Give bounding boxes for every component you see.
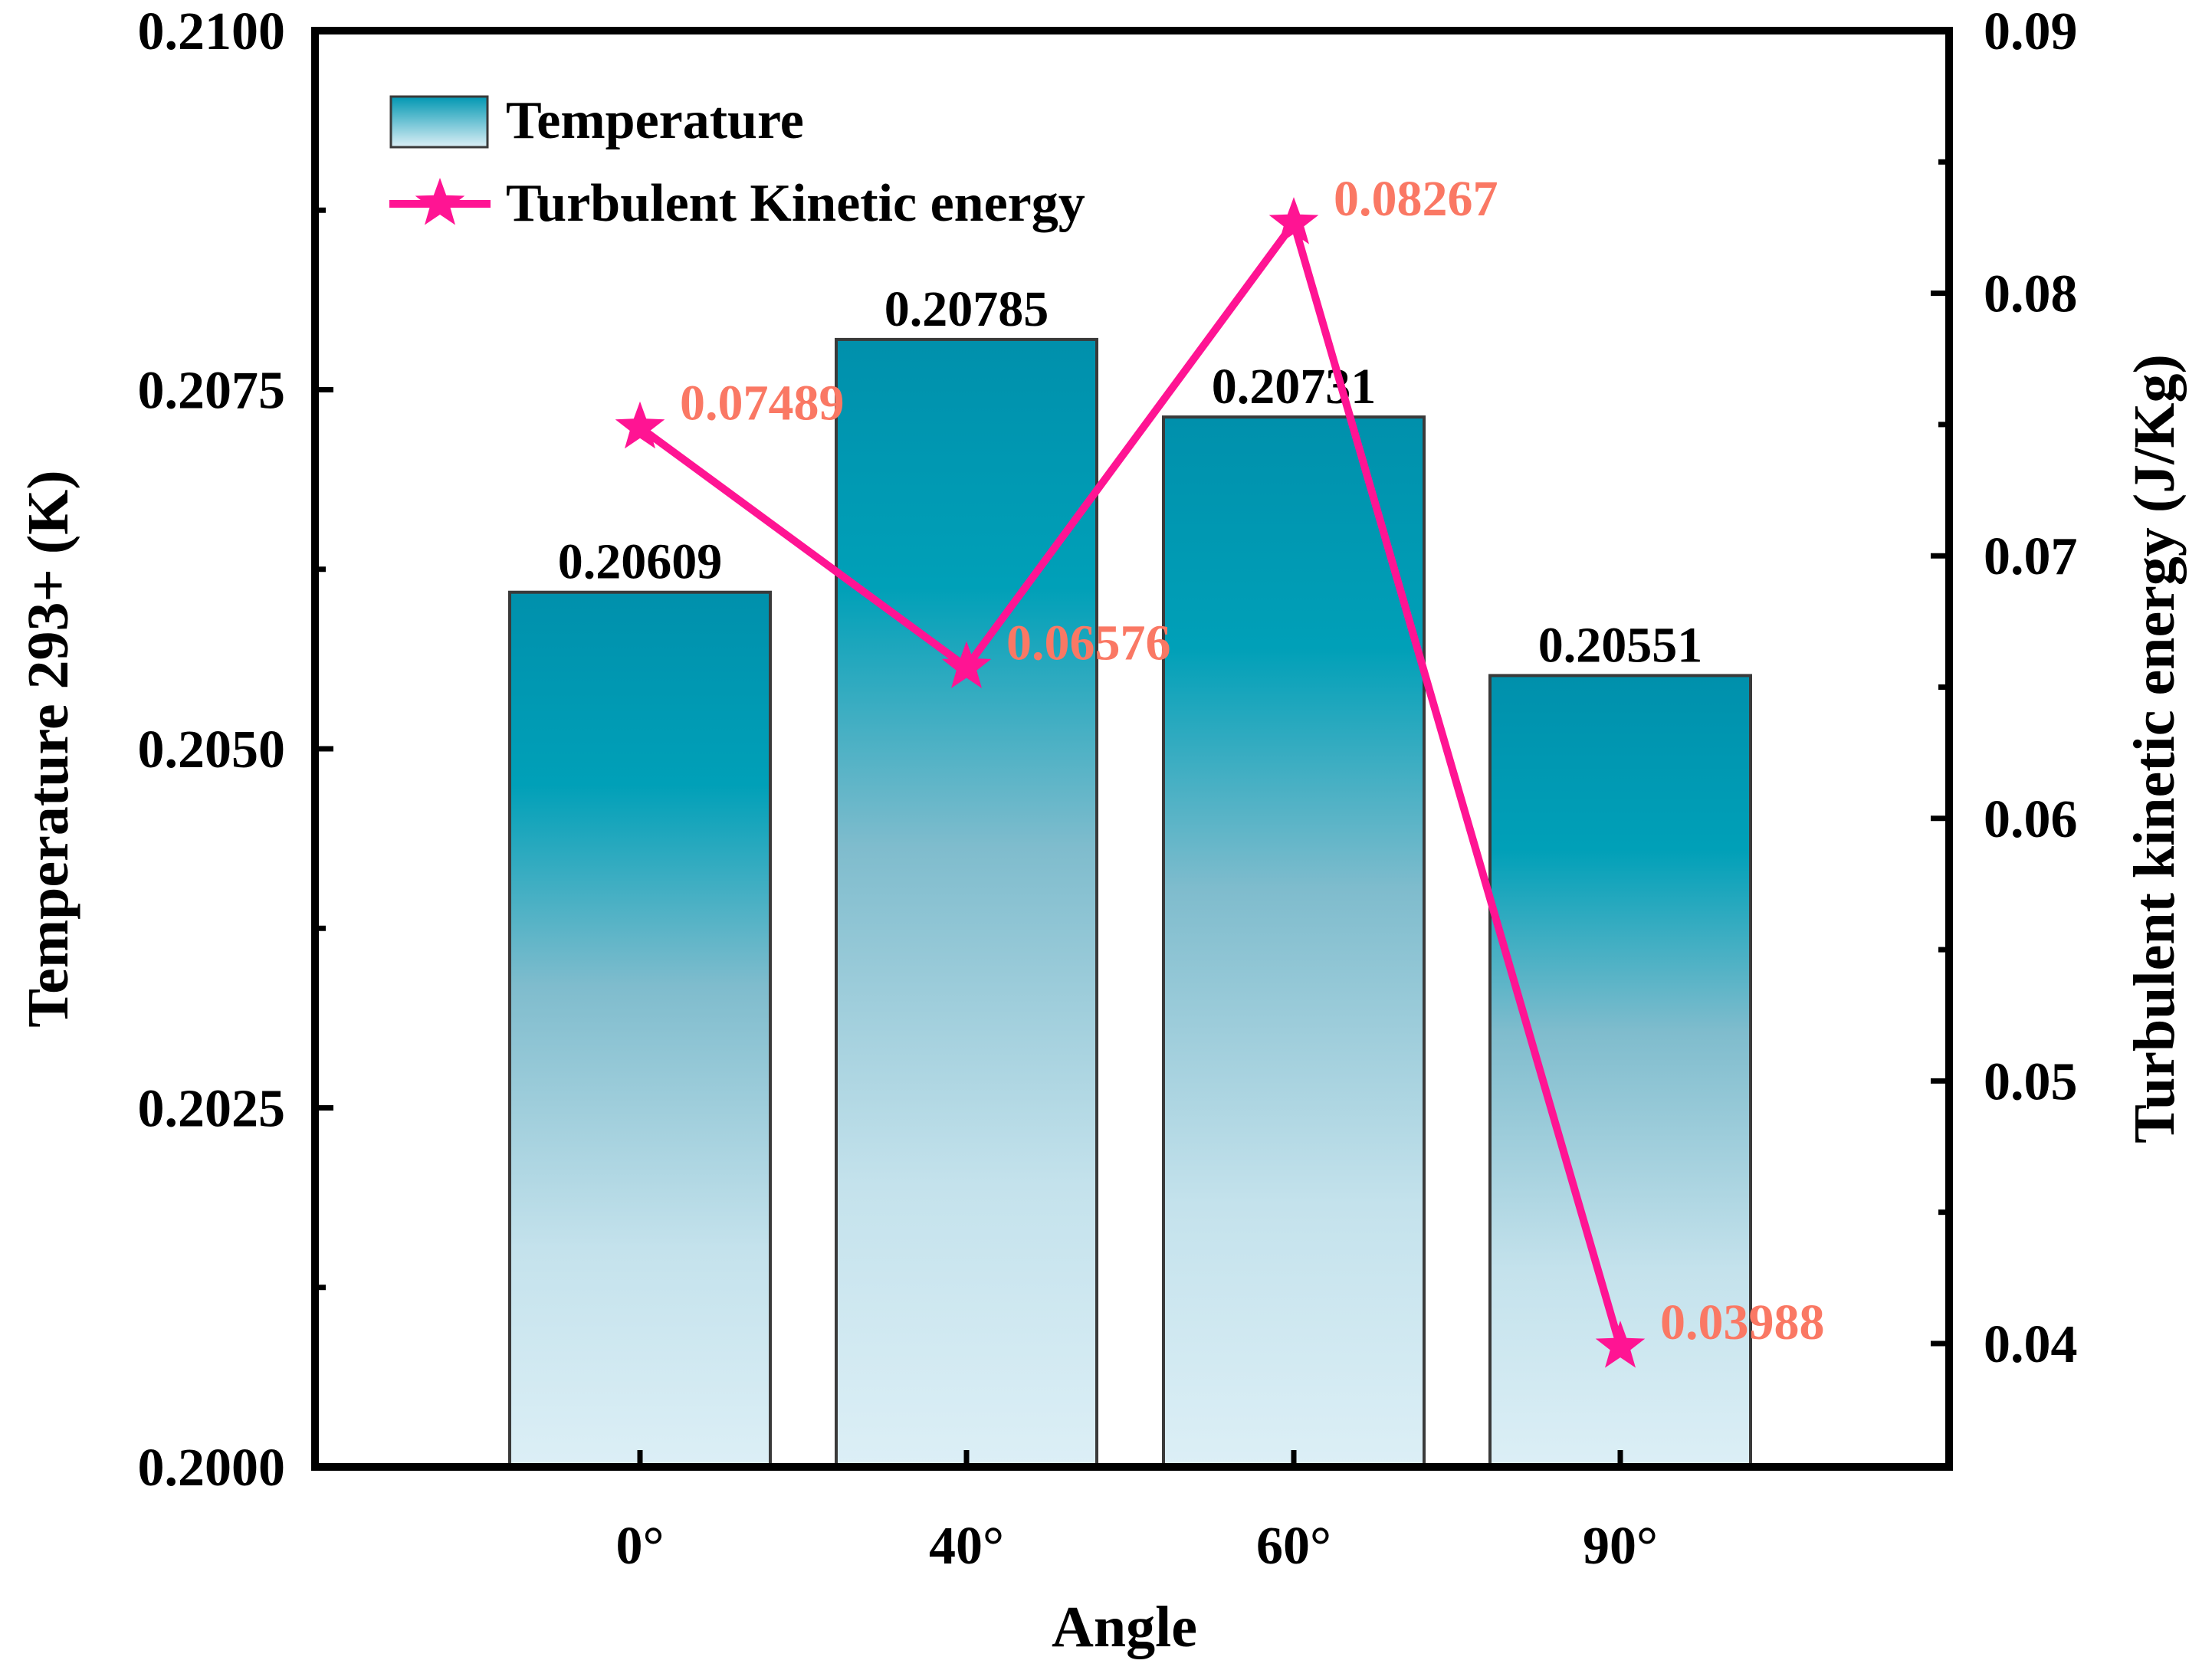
tke-line (638, 219, 1624, 1348)
tke-point-3 (1595, 1321, 1646, 1368)
x-tick-label-1: 40° (929, 1517, 1004, 1576)
legend-label-tke: Turbulent Kinetic energy (506, 174, 1085, 233)
tke-value-label-1: 0.06576 (1006, 615, 1171, 671)
left-tick-label-3: 0.2075 (138, 362, 286, 421)
line-layer: 0.07489 0.06576 0.08267 0.03988 (615, 171, 1825, 1368)
tke-point-1 (941, 641, 992, 688)
legend-star-marker (415, 178, 465, 225)
legend-bar-swatch (389, 95, 489, 149)
right-tick-label-4: 0.08 (1984, 265, 2078, 324)
right-axis-title: Turbulent kinetic energy (J/Kg) (2122, 354, 2187, 1144)
left-axis: 0.2000 0.2025 0.2050 0.2075 0.2100 (138, 2, 333, 1498)
legend-label-temperature: Temperature (506, 91, 804, 150)
right-tick-label-0: 0.04 (1984, 1315, 2078, 1374)
right-tick-label-5: 0.09 (1984, 2, 2078, 61)
right-tick-label-2: 0.06 (1984, 790, 2078, 849)
x-tick-label-0: 0° (616, 1517, 665, 1576)
bar-1 (835, 337, 1098, 1468)
right-tick-label-1: 0.05 (1984, 1052, 2078, 1111)
x-axis: 0° 40° 60° 90° (616, 1450, 1658, 1576)
bar-value-label-1: 0.20785 (884, 281, 1049, 337)
tke-value-label-0: 0.07489 (680, 376, 845, 431)
left-axis-title: Temperature 293+ (K) (16, 470, 80, 1027)
bar-value-label-2: 0.20731 (1212, 359, 1377, 415)
bar-0 (508, 590, 772, 1468)
right-axis: 0.04 0.05 0.06 0.07 0.08 0.09 (1931, 2, 2078, 1374)
right-tick-label-3: 0.07 (1984, 527, 2078, 586)
bars-layer: 0.20609 0.20785 0.20731 0.20551 (508, 281, 1752, 1469)
legend: Temperature Turbulent Kinetic energy (389, 91, 1085, 233)
x-tick-label-2: 60° (1256, 1517, 1331, 1576)
tke-point-2 (1268, 197, 1319, 244)
left-tick-label-2: 0.2050 (138, 720, 286, 779)
tke-value-label-3: 0.03988 (1660, 1294, 1825, 1350)
x-axis-title: Angle (1052, 1595, 1197, 1659)
tke-point-0 (615, 401, 665, 449)
left-tick-label-1: 0.2025 (138, 1080, 286, 1139)
bar-value-label-0: 0.20609 (558, 534, 723, 590)
x-tick-label-3: 90° (1583, 1517, 1658, 1576)
tke-value-label-2: 0.08267 (1334, 171, 1498, 227)
left-tick-label-0: 0.2000 (138, 1439, 286, 1498)
left-tick-label-4: 0.2100 (138, 2, 286, 61)
bar-2 (1162, 415, 1426, 1469)
bar-value-label-3: 0.20551 (1538, 617, 1703, 673)
